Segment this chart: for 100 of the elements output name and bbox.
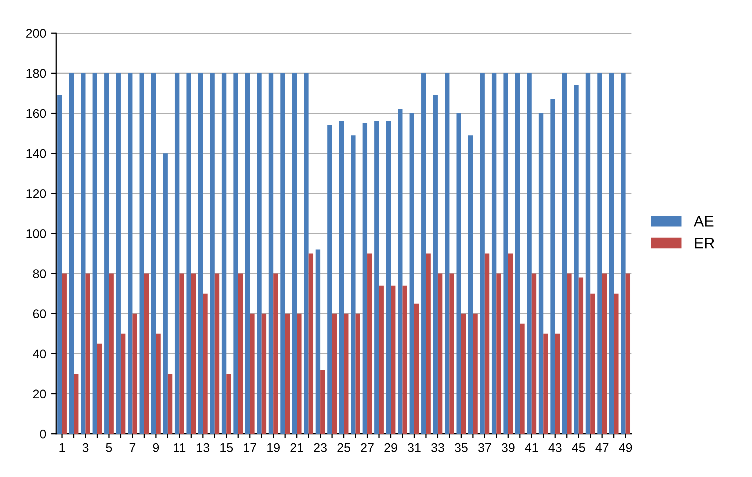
bar bbox=[151, 73, 156, 434]
bar bbox=[328, 126, 332, 434]
bar bbox=[450, 274, 454, 434]
x-tick-label: 11 bbox=[174, 444, 186, 452]
x-tick-label: 41 bbox=[525, 444, 538, 452]
bar bbox=[484, 254, 490, 434]
x-tick-label: 25 bbox=[338, 443, 350, 452]
bar bbox=[520, 324, 525, 434]
x-tick-label: 45 bbox=[572, 444, 586, 452]
bar bbox=[308, 254, 314, 434]
bar bbox=[468, 136, 474, 434]
bar bbox=[586, 73, 591, 434]
bar bbox=[280, 73, 286, 434]
bar bbox=[356, 314, 360, 434]
bar bbox=[214, 274, 220, 434]
bar bbox=[567, 274, 572, 434]
bar bbox=[92, 73, 98, 434]
bar bbox=[391, 286, 396, 434]
bar bbox=[163, 154, 168, 434]
x-tick-label: 1 bbox=[60, 444, 66, 452]
bar bbox=[116, 73, 121, 434]
bar bbox=[492, 73, 497, 434]
x-tick-label: 39 bbox=[502, 443, 515, 452]
legend-label: AE bbox=[694, 216, 714, 227]
x-tick-label: 47 bbox=[596, 444, 609, 452]
bar bbox=[426, 254, 431, 434]
x-tick-label: 9 bbox=[153, 443, 160, 452]
y-tick-label: 80 bbox=[33, 270, 46, 278]
bar bbox=[433, 95, 438, 434]
bar bbox=[268, 73, 274, 434]
bar bbox=[245, 73, 250, 434]
bar bbox=[262, 314, 267, 434]
bar bbox=[614, 294, 619, 434]
legend-label: ER bbox=[695, 238, 714, 249]
bar bbox=[58, 95, 62, 434]
bar bbox=[97, 344, 102, 434]
bar bbox=[339, 122, 344, 434]
bar bbox=[590, 294, 596, 434]
x-tick-label: 33 bbox=[431, 443, 444, 452]
bar bbox=[109, 274, 114, 434]
y-tick-label: 120 bbox=[26, 189, 46, 198]
bar bbox=[362, 124, 368, 434]
bar bbox=[257, 73, 262, 434]
bar bbox=[316, 250, 321, 434]
bar bbox=[609, 73, 614, 434]
bar bbox=[168, 374, 173, 434]
bar bbox=[351, 136, 356, 434]
bar bbox=[496, 274, 502, 434]
bar bbox=[456, 114, 462, 434]
y-tick-label: 140 bbox=[26, 149, 46, 158]
y-tick-label: 180 bbox=[26, 69, 46, 78]
bar bbox=[128, 73, 133, 434]
x-tick-label: 21 bbox=[290, 443, 304, 452]
x-tick-label: 7 bbox=[130, 444, 136, 452]
x-tick-label: 3 bbox=[82, 443, 89, 452]
bar bbox=[527, 73, 532, 434]
x-tick-label: 29 bbox=[384, 443, 398, 452]
bar bbox=[386, 122, 391, 434]
x-tick-label: 17 bbox=[244, 444, 256, 452]
bar bbox=[285, 314, 290, 434]
x-tick-label: 13 bbox=[197, 443, 210, 452]
bar bbox=[562, 73, 568, 434]
bar bbox=[544, 334, 548, 434]
bar bbox=[410, 114, 414, 434]
bar bbox=[480, 73, 485, 434]
bar bbox=[422, 73, 426, 434]
x-tick-label: 43 bbox=[548, 443, 562, 452]
bar bbox=[555, 334, 560, 434]
bar bbox=[69, 73, 74, 434]
x-tick-label: 35 bbox=[454, 443, 468, 452]
x-tick-label: 49 bbox=[619, 443, 632, 452]
bar bbox=[186, 73, 192, 434]
y-tick-label: 20 bbox=[33, 390, 46, 399]
bar bbox=[304, 73, 309, 434]
bar bbox=[508, 254, 514, 434]
x-tick-label: 31 bbox=[408, 443, 421, 452]
bar bbox=[578, 278, 584, 434]
bar bbox=[438, 274, 443, 434]
y-tick-label: 100 bbox=[26, 230, 46, 238]
bar bbox=[238, 274, 244, 434]
bar bbox=[156, 334, 161, 434]
bar bbox=[234, 73, 238, 434]
bar bbox=[132, 314, 138, 434]
x-tick-label: 15 bbox=[220, 444, 234, 452]
bar bbox=[74, 374, 79, 434]
bar bbox=[62, 274, 67, 434]
y-tick-label: 0 bbox=[40, 430, 46, 439]
y-tick-label: 40 bbox=[33, 350, 46, 359]
bar bbox=[379, 286, 384, 434]
bar bbox=[332, 314, 337, 434]
bar bbox=[191, 274, 196, 434]
bar bbox=[550, 100, 556, 434]
bar bbox=[414, 304, 420, 434]
bar bbox=[250, 314, 255, 434]
bar bbox=[203, 294, 208, 434]
bar bbox=[226, 374, 232, 434]
bar bbox=[274, 274, 278, 434]
bar bbox=[344, 314, 349, 434]
bar bbox=[621, 73, 626, 434]
bar bbox=[120, 334, 126, 434]
